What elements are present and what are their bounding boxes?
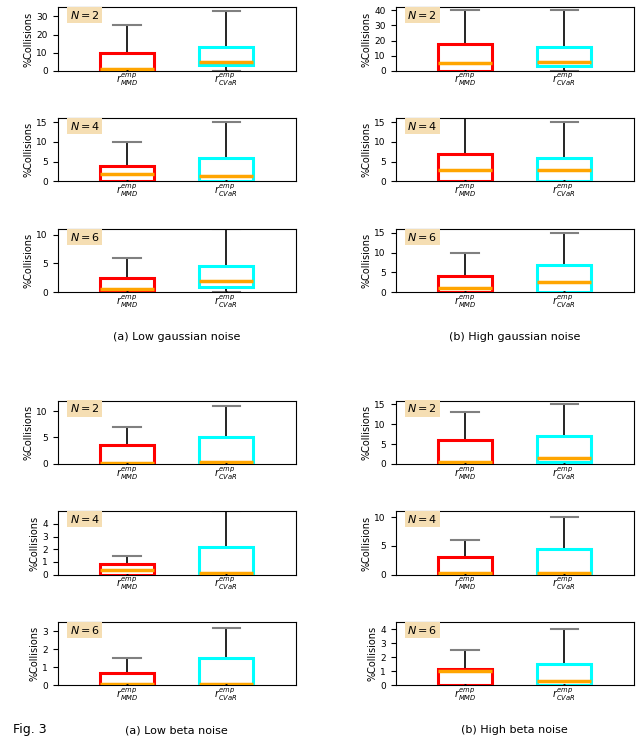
X-axis label: (a) Low beta noise: (a) Low beta noise xyxy=(125,725,228,736)
FancyBboxPatch shape xyxy=(100,565,154,575)
FancyBboxPatch shape xyxy=(537,436,591,462)
Y-axis label: %Collisions: %Collisions xyxy=(362,12,372,66)
FancyBboxPatch shape xyxy=(537,46,591,66)
Text: $N = 4$: $N = 4$ xyxy=(70,120,100,132)
Text: Fig. 3: Fig. 3 xyxy=(13,723,47,736)
Y-axis label: %Collisions: %Collisions xyxy=(29,515,39,570)
Text: $N = 4$: $N = 4$ xyxy=(408,513,438,525)
Text: $N = 6$: $N = 6$ xyxy=(70,231,100,243)
FancyBboxPatch shape xyxy=(438,668,492,685)
FancyBboxPatch shape xyxy=(438,440,492,464)
Y-axis label: %Collisions: %Collisions xyxy=(362,515,372,570)
FancyBboxPatch shape xyxy=(537,664,591,685)
FancyBboxPatch shape xyxy=(199,158,253,181)
FancyBboxPatch shape xyxy=(100,278,154,293)
FancyBboxPatch shape xyxy=(438,154,492,181)
FancyBboxPatch shape xyxy=(199,266,253,287)
Y-axis label: %Collisions: %Collisions xyxy=(24,12,33,66)
Text: $N = 2$: $N = 2$ xyxy=(408,402,437,414)
X-axis label: (b) High gaussian noise: (b) High gaussian noise xyxy=(449,332,580,342)
Y-axis label: %Collisions: %Collisions xyxy=(362,122,372,178)
Y-axis label: %Collisions: %Collisions xyxy=(24,405,33,460)
FancyBboxPatch shape xyxy=(438,43,492,71)
FancyBboxPatch shape xyxy=(537,158,591,181)
FancyBboxPatch shape xyxy=(199,547,253,575)
Text: $N = 2$: $N = 2$ xyxy=(70,10,99,21)
X-axis label: (b) High beta noise: (b) High beta noise xyxy=(461,725,568,736)
Y-axis label: %Collisions: %Collisions xyxy=(362,233,372,288)
FancyBboxPatch shape xyxy=(100,166,154,181)
X-axis label: (a) Low gaussian noise: (a) Low gaussian noise xyxy=(113,332,240,342)
Text: $N = 2$: $N = 2$ xyxy=(70,402,99,414)
Text: $N = 2$: $N = 2$ xyxy=(408,10,437,21)
Y-axis label: %Collisions: %Collisions xyxy=(24,122,33,178)
Text: $N = 6$: $N = 6$ xyxy=(408,624,438,636)
FancyBboxPatch shape xyxy=(100,52,154,71)
FancyBboxPatch shape xyxy=(199,438,253,464)
FancyBboxPatch shape xyxy=(100,445,154,464)
FancyBboxPatch shape xyxy=(537,549,591,575)
Y-axis label: %Collisions: %Collisions xyxy=(362,405,372,460)
Y-axis label: %Collisions: %Collisions xyxy=(29,626,39,681)
Text: $N = 4$: $N = 4$ xyxy=(408,120,438,132)
FancyBboxPatch shape xyxy=(438,557,492,575)
Text: $N = 6$: $N = 6$ xyxy=(70,624,100,636)
FancyBboxPatch shape xyxy=(199,658,253,685)
FancyBboxPatch shape xyxy=(537,265,591,293)
Text: $N = 4$: $N = 4$ xyxy=(70,513,100,525)
Y-axis label: %Collisions: %Collisions xyxy=(367,626,378,681)
Y-axis label: %Collisions: %Collisions xyxy=(24,233,33,288)
FancyBboxPatch shape xyxy=(199,47,253,66)
FancyBboxPatch shape xyxy=(438,276,492,293)
FancyBboxPatch shape xyxy=(100,673,154,685)
Text: $N = 6$: $N = 6$ xyxy=(408,231,438,243)
